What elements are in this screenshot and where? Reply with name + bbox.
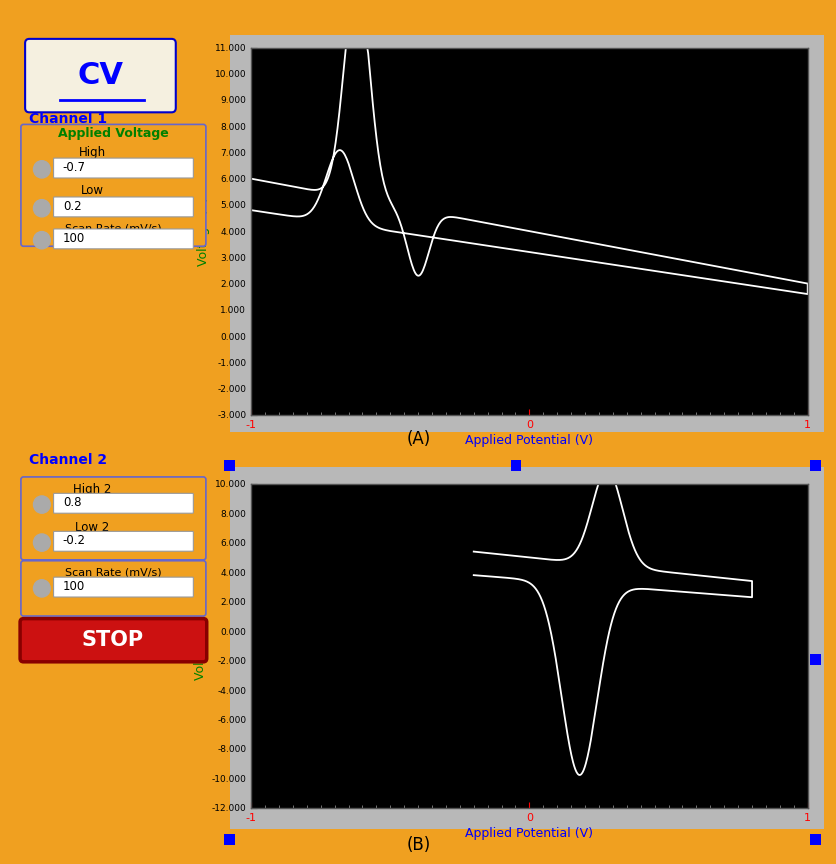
Text: Low 2: Low 2 — [75, 520, 109, 534]
Text: Low: Low — [80, 184, 104, 198]
Text: (B): (B) — [406, 836, 430, 854]
Text: High: High — [79, 145, 105, 159]
Text: Scan Rate (mV/s): Scan Rate (mV/s) — [64, 568, 161, 578]
Text: -0.7: -0.7 — [63, 161, 85, 175]
Text: Channel 1: Channel 1 — [29, 112, 107, 126]
Text: STOP: STOP — [82, 630, 144, 651]
Text: Channel 2: Channel 2 — [29, 453, 107, 467]
Text: Applied Voltage: Applied Voltage — [58, 127, 168, 141]
X-axis label: Applied Potential (V): Applied Potential (V) — [465, 827, 593, 840]
Text: Scan Rate (mV/s): Scan Rate (mV/s) — [64, 223, 161, 233]
Y-axis label: Voltage (V): Voltage (V) — [194, 611, 207, 681]
Text: -0.2: -0.2 — [63, 534, 85, 548]
Text: 0.8: 0.8 — [63, 496, 81, 510]
Text: High 2: High 2 — [73, 482, 111, 496]
Text: 100: 100 — [63, 232, 85, 245]
Y-axis label: Voltage (V): Voltage (V) — [197, 196, 210, 266]
Text: 0.2: 0.2 — [63, 200, 81, 213]
Text: (A): (A) — [406, 430, 430, 448]
X-axis label: Applied Potential (V): Applied Potential (V) — [465, 434, 593, 447]
Text: 100: 100 — [63, 580, 85, 594]
Text: CV: CV — [78, 60, 123, 90]
